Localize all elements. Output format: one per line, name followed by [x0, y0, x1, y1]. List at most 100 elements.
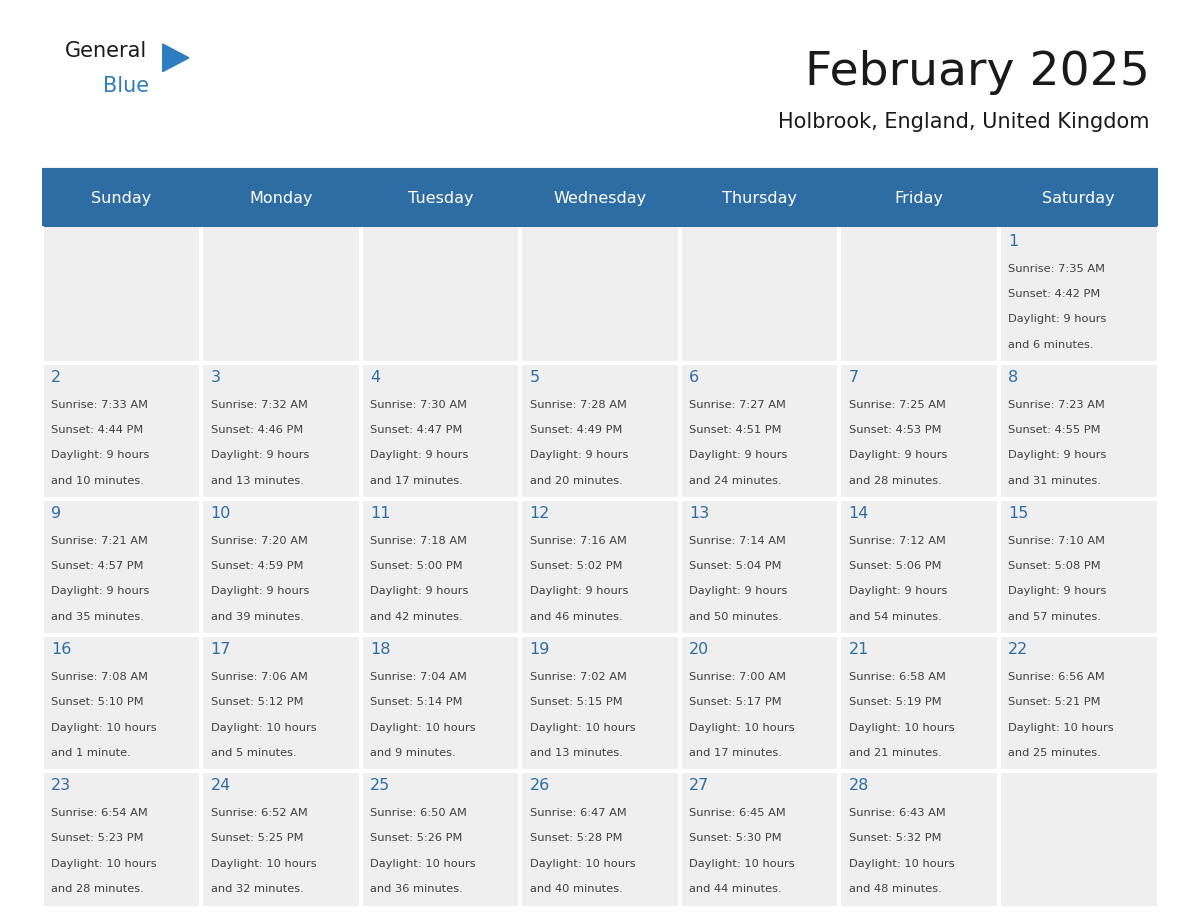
Text: Sunrise: 7:20 AM: Sunrise: 7:20 AM — [210, 536, 308, 546]
Text: Daylight: 10 hours: Daylight: 10 hours — [51, 722, 157, 733]
Text: 12: 12 — [530, 506, 550, 521]
Text: Friday: Friday — [895, 191, 943, 206]
Text: Sunset: 4:44 PM: Sunset: 4:44 PM — [51, 425, 144, 435]
Text: Daylight: 10 hours: Daylight: 10 hours — [530, 858, 636, 868]
Text: Sunset: 5:06 PM: Sunset: 5:06 PM — [848, 561, 941, 571]
Text: Sunset: 5:14 PM: Sunset: 5:14 PM — [371, 698, 462, 708]
Text: Sunrise: 7:33 AM: Sunrise: 7:33 AM — [51, 400, 148, 410]
Text: Sunrise: 6:50 AM: Sunrise: 6:50 AM — [371, 808, 467, 818]
Text: and 42 minutes.: and 42 minutes. — [371, 611, 463, 621]
Text: General: General — [65, 41, 147, 62]
Text: Sunrise: 7:28 AM: Sunrise: 7:28 AM — [530, 400, 626, 410]
Text: Sunset: 4:42 PM: Sunset: 4:42 PM — [1009, 289, 1100, 299]
Text: and 6 minutes.: and 6 minutes. — [1009, 340, 1094, 350]
Text: 28: 28 — [848, 778, 870, 793]
Bar — [839, 170, 999, 227]
Text: 20: 20 — [689, 643, 709, 657]
Text: and 46 minutes.: and 46 minutes. — [530, 611, 623, 621]
Text: Daylight: 10 hours: Daylight: 10 hours — [51, 858, 157, 868]
Text: and 28 minutes.: and 28 minutes. — [51, 884, 144, 894]
Bar — [201, 170, 361, 227]
Text: Daylight: 9 hours: Daylight: 9 hours — [371, 451, 468, 461]
Text: Daylight: 10 hours: Daylight: 10 hours — [371, 722, 475, 733]
Text: Sunset: 5:08 PM: Sunset: 5:08 PM — [1009, 561, 1101, 571]
Text: Daylight: 9 hours: Daylight: 9 hours — [848, 451, 947, 461]
Text: Sunrise: 7:06 AM: Sunrise: 7:06 AM — [210, 672, 308, 682]
Text: Sunset: 5:25 PM: Sunset: 5:25 PM — [210, 834, 303, 844]
Text: Daylight: 10 hours: Daylight: 10 hours — [689, 722, 795, 733]
Bar — [999, 170, 1158, 227]
Text: Daylight: 10 hours: Daylight: 10 hours — [848, 858, 954, 868]
Text: 5: 5 — [530, 370, 539, 386]
Text: Daylight: 9 hours: Daylight: 9 hours — [51, 587, 150, 597]
Text: Sunrise: 6:43 AM: Sunrise: 6:43 AM — [848, 808, 946, 818]
Text: Sunset: 5:04 PM: Sunset: 5:04 PM — [689, 561, 782, 571]
Text: and 36 minutes.: and 36 minutes. — [371, 884, 463, 894]
Text: Sunset: 4:47 PM: Sunset: 4:47 PM — [371, 425, 462, 435]
Text: Daylight: 10 hours: Daylight: 10 hours — [210, 858, 316, 868]
Text: Daylight: 9 hours: Daylight: 9 hours — [530, 587, 628, 597]
Text: 3: 3 — [210, 370, 221, 386]
Text: Sunrise: 7:32 AM: Sunrise: 7:32 AM — [210, 400, 308, 410]
Bar — [42, 227, 1158, 907]
Text: Daylight: 9 hours: Daylight: 9 hours — [1009, 587, 1107, 597]
Text: Sunset: 5:32 PM: Sunset: 5:32 PM — [848, 834, 941, 844]
Text: and 13 minutes.: and 13 minutes. — [210, 476, 303, 486]
Text: and 28 minutes.: and 28 minutes. — [848, 476, 942, 486]
Text: and 48 minutes.: and 48 minutes. — [848, 884, 942, 894]
Text: 21: 21 — [848, 643, 870, 657]
Text: 7: 7 — [848, 370, 859, 386]
Text: Sunset: 5:10 PM: Sunset: 5:10 PM — [51, 698, 144, 708]
Text: and 13 minutes.: and 13 minutes. — [530, 747, 623, 757]
Bar — [680, 170, 839, 227]
Text: 26: 26 — [530, 778, 550, 793]
Text: and 32 minutes.: and 32 minutes. — [210, 884, 303, 894]
Text: Holbrook, England, United Kingdom: Holbrook, England, United Kingdom — [778, 112, 1150, 132]
Text: 4: 4 — [371, 370, 380, 386]
Text: Sunset: 5:02 PM: Sunset: 5:02 PM — [530, 561, 623, 571]
Text: Daylight: 9 hours: Daylight: 9 hours — [1009, 451, 1107, 461]
Text: Sunset: 4:57 PM: Sunset: 4:57 PM — [51, 561, 144, 571]
Text: Sunset: 5:30 PM: Sunset: 5:30 PM — [689, 834, 782, 844]
Bar — [42, 170, 201, 227]
Text: Sunrise: 6:52 AM: Sunrise: 6:52 AM — [210, 808, 308, 818]
Text: and 35 minutes.: and 35 minutes. — [51, 611, 144, 621]
Text: February 2025: February 2025 — [805, 50, 1150, 95]
Text: 27: 27 — [689, 778, 709, 793]
Bar — [520, 170, 680, 227]
Text: and 9 minutes.: and 9 minutes. — [371, 747, 456, 757]
Text: Daylight: 10 hours: Daylight: 10 hours — [371, 858, 475, 868]
Text: Sunset: 5:21 PM: Sunset: 5:21 PM — [1009, 698, 1101, 708]
Text: Sunrise: 7:25 AM: Sunrise: 7:25 AM — [848, 400, 946, 410]
Text: Sunset: 4:46 PM: Sunset: 4:46 PM — [210, 425, 303, 435]
Text: Sunrise: 6:56 AM: Sunrise: 6:56 AM — [1009, 672, 1105, 682]
Text: 1: 1 — [1009, 234, 1018, 249]
Text: Sunrise: 7:30 AM: Sunrise: 7:30 AM — [371, 400, 467, 410]
Text: and 20 minutes.: and 20 minutes. — [530, 476, 623, 486]
Text: Sunrise: 6:45 AM: Sunrise: 6:45 AM — [689, 808, 786, 818]
Text: 11: 11 — [371, 506, 391, 521]
Text: and 17 minutes.: and 17 minutes. — [371, 476, 463, 486]
Text: 17: 17 — [210, 643, 230, 657]
Text: 8: 8 — [1009, 370, 1018, 386]
Text: and 50 minutes.: and 50 minutes. — [689, 611, 782, 621]
Text: Saturday: Saturday — [1042, 191, 1114, 206]
Text: 13: 13 — [689, 506, 709, 521]
Text: Daylight: 9 hours: Daylight: 9 hours — [1009, 314, 1107, 324]
Text: Sunrise: 7:27 AM: Sunrise: 7:27 AM — [689, 400, 786, 410]
Text: Sunrise: 7:04 AM: Sunrise: 7:04 AM — [371, 672, 467, 682]
Text: Sunrise: 7:21 AM: Sunrise: 7:21 AM — [51, 536, 148, 546]
Text: Wednesday: Wednesday — [554, 191, 646, 206]
Text: and 39 minutes.: and 39 minutes. — [210, 611, 303, 621]
Text: Daylight: 10 hours: Daylight: 10 hours — [210, 722, 316, 733]
Text: 24: 24 — [210, 778, 230, 793]
Text: Daylight: 10 hours: Daylight: 10 hours — [530, 722, 636, 733]
Text: Sunset: 4:51 PM: Sunset: 4:51 PM — [689, 425, 782, 435]
Text: Sunset: 5:23 PM: Sunset: 5:23 PM — [51, 834, 144, 844]
Text: and 57 minutes.: and 57 minutes. — [1009, 611, 1101, 621]
Text: Daylight: 9 hours: Daylight: 9 hours — [371, 587, 468, 597]
Text: and 40 minutes.: and 40 minutes. — [530, 884, 623, 894]
Text: Daylight: 10 hours: Daylight: 10 hours — [1009, 722, 1114, 733]
Text: 22: 22 — [1009, 643, 1029, 657]
Text: Sunset: 4:49 PM: Sunset: 4:49 PM — [530, 425, 623, 435]
